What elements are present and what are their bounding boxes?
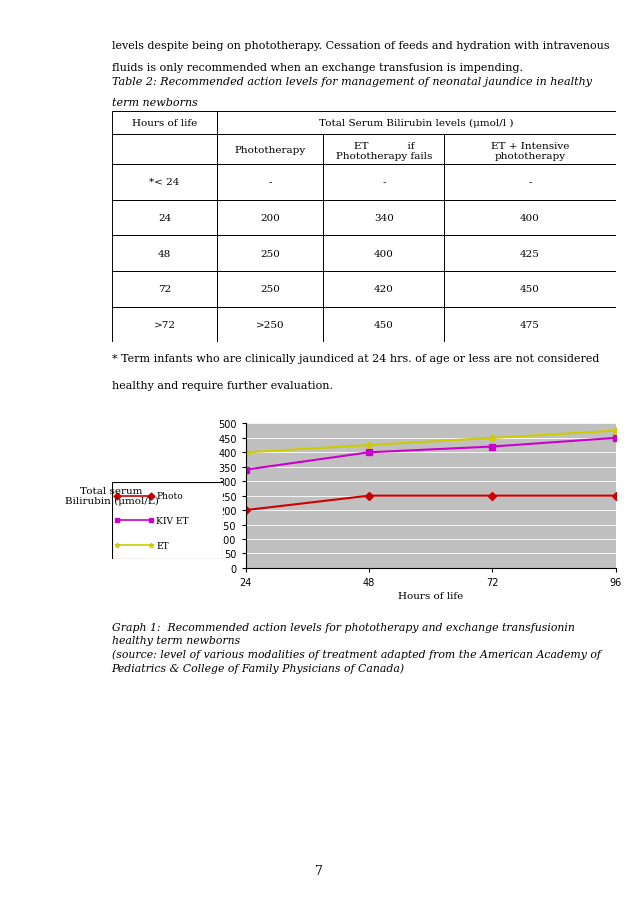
Bar	[323, 272, 444, 308]
Bar	[444, 135, 616, 165]
Bar	[218, 272, 323, 308]
Text: ET: ET	[156, 541, 169, 550]
Text: Phototherapy: Phototherapy	[235, 145, 306, 154]
Bar	[323, 200, 444, 236]
Text: 250: 250	[260, 249, 280, 258]
Text: 200: 200	[260, 214, 280, 223]
KIV ET	[365, 447, 373, 458]
Bar	[323, 165, 444, 200]
Text: fluids is only recommended when an exchange transfusion is impending.: fluids is only recommended when an excha…	[112, 63, 523, 73]
Bar	[112, 165, 218, 200]
Text: healthy and require further evaluation.: healthy and require further evaluation.	[112, 381, 332, 391]
Bar	[112, 200, 218, 236]
Text: 7: 7	[315, 864, 323, 877]
Bar	[112, 236, 218, 272]
Photo	[242, 505, 249, 516]
Line: ET: ET	[241, 427, 620, 457]
Text: 400: 400	[520, 214, 540, 223]
Bar	[218, 308, 323, 343]
Bar	[444, 165, 616, 200]
Bar	[444, 236, 616, 272]
Text: 24: 24	[158, 214, 171, 223]
Bar	[444, 200, 616, 236]
Text: 450: 450	[520, 285, 540, 294]
Text: 400: 400	[374, 249, 394, 258]
Bar	[323, 135, 444, 165]
Photo	[489, 491, 496, 502]
ET	[242, 447, 249, 458]
Bar	[218, 236, 323, 272]
Bar	[112, 272, 218, 308]
Text: -: -	[269, 179, 272, 188]
KIV ET	[612, 433, 619, 444]
Bar	[218, 135, 323, 165]
Bar	[444, 308, 616, 343]
ET	[489, 433, 496, 444]
Text: >250: >250	[256, 320, 285, 329]
Text: 475: 475	[520, 320, 540, 329]
Text: 425: 425	[520, 249, 540, 258]
Bar	[112, 135, 218, 165]
Text: -: -	[382, 179, 385, 188]
Bar	[112, 112, 218, 135]
Text: Phototherapy fails: Phototherapy fails	[336, 152, 432, 161]
Line: KIV ET: KIV ET	[243, 436, 618, 473]
Text: Graph 1:  Recommended action levels for phototherapy and exchange transfusionin
: Graph 1: Recommended action levels for p…	[112, 622, 600, 674]
Text: ET + Intensive: ET + Intensive	[491, 142, 569, 151]
ET	[365, 440, 373, 451]
Text: -: -	[528, 179, 531, 188]
Text: KIV ET: KIV ET	[156, 517, 189, 525]
Text: Total Serum Bilirubin levels (μmol/l ): Total Serum Bilirubin levels (μmol/l )	[320, 119, 514, 128]
Line: Photo: Photo	[243, 493, 618, 513]
Bar	[218, 165, 323, 200]
Text: ET            if: ET if	[353, 142, 414, 151]
Text: Photo: Photo	[156, 492, 183, 501]
Bar	[323, 236, 444, 272]
Text: 340: 340	[374, 214, 394, 223]
Bar	[323, 308, 444, 343]
Text: term newborns: term newborns	[112, 98, 198, 108]
KIV ET	[489, 442, 496, 453]
Text: 250: 250	[260, 285, 280, 294]
Text: *< 24: *< 24	[149, 179, 180, 188]
Photo	[365, 491, 373, 502]
Photo	[612, 491, 619, 502]
Text: 450: 450	[374, 320, 394, 329]
KIV ET	[242, 465, 249, 475]
ET	[612, 426, 619, 437]
Text: >72: >72	[154, 320, 175, 329]
Bar	[218, 200, 323, 236]
Text: 72: 72	[158, 285, 171, 294]
Text: 48: 48	[158, 249, 171, 258]
Text: Table 2: Recommended action levels for management of neonatal jaundice in health: Table 2: Recommended action levels for m…	[112, 77, 591, 87]
Text: levels despite being on phototherapy. Cessation of feeds and hydration with intr: levels despite being on phototherapy. Ce…	[112, 41, 609, 51]
Text: Hours of life: Hours of life	[132, 119, 197, 128]
Text: phototherapy: phototherapy	[494, 152, 565, 161]
Bar	[218, 112, 616, 135]
Text: Total serum
Bilirubin (μmol/L): Total serum Bilirubin (μmol/L)	[64, 486, 159, 506]
X-axis label: Hours of life: Hours of life	[398, 592, 463, 601]
Bar	[444, 272, 616, 308]
Text: 420: 420	[374, 285, 394, 294]
Text: * Term infants who are clinically jaundiced at 24 hrs. of age or less are not co: * Term infants who are clinically jaundi…	[112, 354, 599, 364]
Bar	[112, 308, 218, 343]
